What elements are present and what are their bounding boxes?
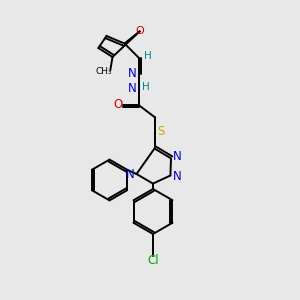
Text: N: N bbox=[172, 170, 182, 184]
Text: CH₃: CH₃ bbox=[95, 68, 112, 76]
Text: N: N bbox=[173, 150, 182, 164]
Text: N: N bbox=[128, 67, 136, 80]
Text: H: H bbox=[142, 82, 150, 92]
Text: H: H bbox=[144, 51, 152, 61]
Text: N: N bbox=[128, 82, 137, 95]
Text: O: O bbox=[113, 98, 122, 112]
Text: Cl: Cl bbox=[147, 254, 159, 267]
Text: O: O bbox=[135, 26, 144, 37]
Text: N: N bbox=[125, 167, 134, 181]
Text: S: S bbox=[157, 125, 164, 138]
